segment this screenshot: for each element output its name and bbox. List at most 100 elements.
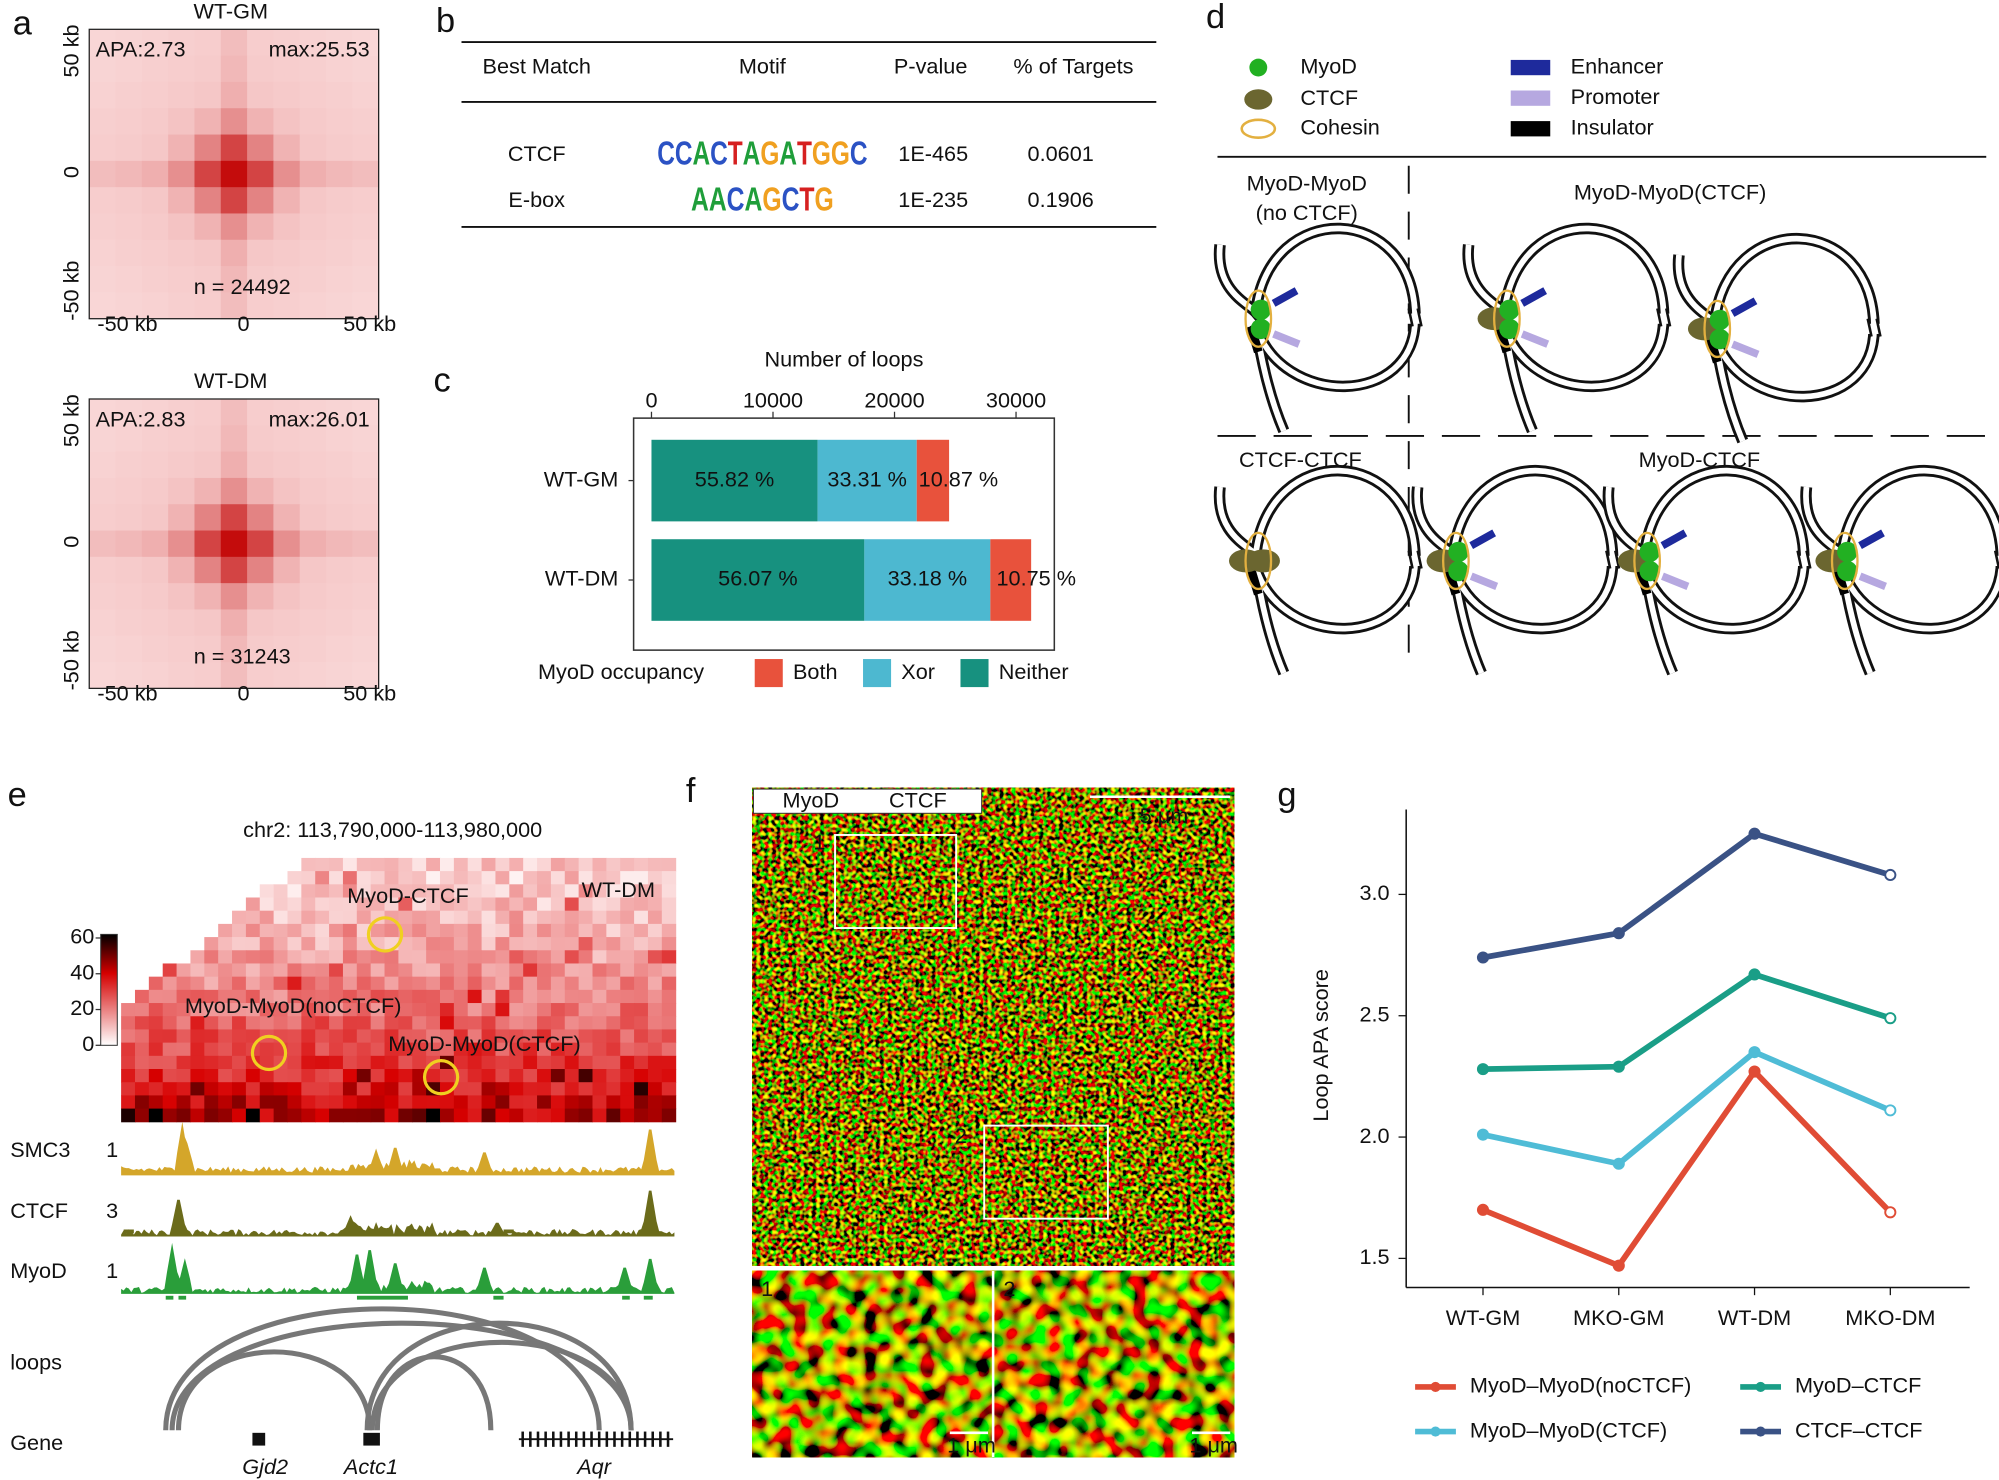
contact-cell xyxy=(329,1069,344,1083)
bar-segment xyxy=(651,539,865,621)
contact-cell xyxy=(218,1055,233,1070)
point xyxy=(1748,1065,1761,1078)
contact-cell xyxy=(495,884,510,899)
myod xyxy=(1448,560,1469,582)
contact-cell xyxy=(315,989,330,1004)
heatmap-cell xyxy=(141,160,169,188)
contact-cell xyxy=(134,1082,150,1096)
contact-cell xyxy=(426,950,441,964)
point xyxy=(1748,827,1761,840)
contact-cell xyxy=(439,1016,455,1030)
max-value: max:26.01 xyxy=(269,406,370,431)
contact-cell xyxy=(578,989,594,1004)
track-label: CTCF xyxy=(10,1198,68,1223)
heatmap-cell xyxy=(247,399,275,426)
colorbar-tick-label: 60 xyxy=(70,924,94,949)
contact-cell xyxy=(620,871,635,885)
contact-cell xyxy=(315,1029,330,1044)
contact-cell xyxy=(495,1042,510,1057)
contact-cell xyxy=(356,1095,372,1110)
heatmap-cell xyxy=(89,425,117,453)
contact-cell xyxy=(564,897,580,912)
cohesin xyxy=(1244,289,1273,348)
contact-cell xyxy=(273,1069,288,1083)
heatmap-cell xyxy=(141,55,169,83)
cohesin xyxy=(1442,531,1470,591)
contact-cell xyxy=(287,937,302,951)
heatmap-cell xyxy=(220,160,248,188)
legend-label: MyoD xyxy=(1300,53,1357,78)
bar-segment xyxy=(817,439,917,522)
contact-cell xyxy=(550,857,566,872)
contact-cell xyxy=(204,1003,219,1017)
contact-cell xyxy=(453,937,469,951)
contact-cell xyxy=(634,1069,649,1083)
contact-cell xyxy=(162,989,178,1004)
contact-cell xyxy=(342,857,358,872)
point xyxy=(1612,1060,1625,1073)
contact-cell xyxy=(620,1003,635,1017)
break-mark xyxy=(1796,555,1812,566)
contact-cell xyxy=(398,1055,413,1070)
contact-cell xyxy=(134,1069,150,1083)
heatmap-cell xyxy=(247,29,275,57)
contact-cell xyxy=(620,1055,635,1070)
heatmap-cell xyxy=(168,504,196,532)
heatmap-cell xyxy=(89,55,117,83)
contact-cell xyxy=(453,1055,469,1070)
contact-cell xyxy=(315,1069,330,1083)
enhancer xyxy=(1520,287,1548,307)
contact-cell xyxy=(647,989,663,1004)
legend-label: Enhancer xyxy=(1571,53,1664,78)
heatmap-cell xyxy=(89,160,117,188)
heatmap-cell xyxy=(194,556,222,584)
contact-cell xyxy=(412,1069,427,1083)
heatmap-cell xyxy=(194,134,222,162)
heatmap-cell xyxy=(247,108,275,136)
contact-cell xyxy=(495,937,510,951)
heatmap-cell xyxy=(220,187,248,215)
contact-cell xyxy=(426,989,441,1004)
heatmap-cell xyxy=(247,504,275,532)
legend-point xyxy=(1755,1426,1766,1437)
contact-cell xyxy=(398,950,413,964)
row-label: loops xyxy=(10,1350,62,1375)
contact-cell xyxy=(370,897,386,912)
heatmap-cell xyxy=(247,425,275,453)
contact-cell xyxy=(259,976,275,991)
contact-cell xyxy=(426,1108,441,1123)
contact-cell xyxy=(176,1095,191,1110)
contact-cell xyxy=(564,1055,580,1070)
contact-cell xyxy=(578,950,594,964)
contact-cell xyxy=(329,884,344,899)
contact-cell xyxy=(218,989,233,1004)
contact-cell xyxy=(439,937,455,951)
inset-label: 1 xyxy=(761,1276,773,1301)
contact-cell xyxy=(342,989,358,1004)
table-cell: E-box xyxy=(508,187,565,212)
contact-cell xyxy=(232,1016,247,1030)
contact-cell xyxy=(620,950,635,964)
legend-label: Both xyxy=(793,659,838,684)
contact-cell xyxy=(439,989,455,1004)
bar-segment xyxy=(864,539,991,621)
heatmap-cell xyxy=(141,266,169,294)
region-label: chr2: 113,790,000-113,980,000 xyxy=(243,817,542,842)
heatmap-cell xyxy=(299,55,327,83)
heatmap-cell xyxy=(89,266,117,294)
heatmap-cell xyxy=(273,29,301,57)
contact-cell xyxy=(370,963,386,978)
contact-cell xyxy=(439,884,455,899)
contact-cell xyxy=(273,1082,288,1096)
x-tick-label: 10000 xyxy=(743,387,803,412)
contact-cell xyxy=(342,976,358,991)
heatmap-cell xyxy=(141,477,169,505)
x-tick-label: MKO-DM xyxy=(1845,1305,1935,1330)
contact-cell xyxy=(356,871,372,885)
track-scale: 1 xyxy=(106,1258,118,1283)
contact-cell xyxy=(342,1082,358,1096)
heatmap-cell xyxy=(220,451,248,479)
signal-track xyxy=(121,1121,675,1176)
apa-score: APA:2.73 xyxy=(96,37,186,62)
legend-label: Xor xyxy=(901,659,935,684)
